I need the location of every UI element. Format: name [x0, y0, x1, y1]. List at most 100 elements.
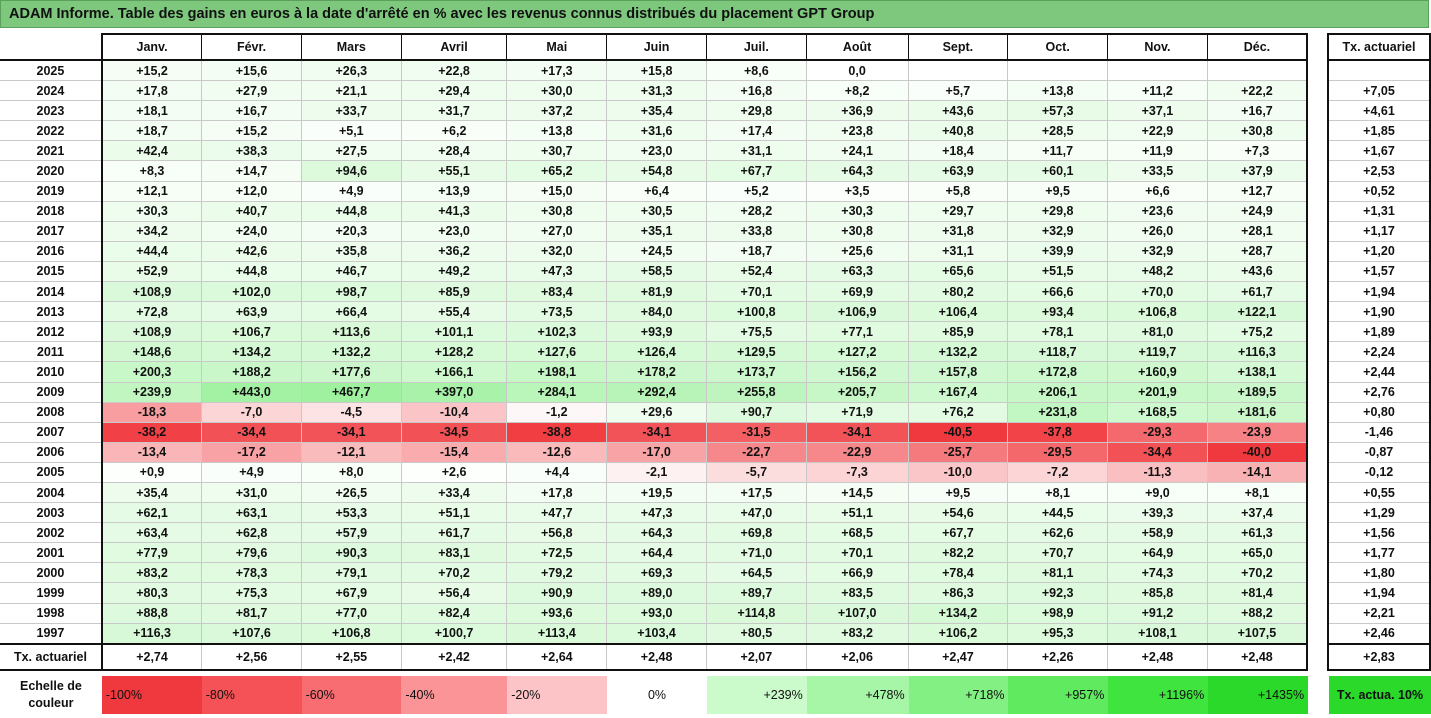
table-row: 2012 +108,9 +106,7 +113,6 +101,1 +102,3 +93,9 +…	[0, 321, 1431, 342]
gap-cell	[1307, 81, 1328, 101]
value-cell: +22,2	[1206, 80, 1309, 101]
year-cell: 2001	[0, 542, 102, 563]
value-cell: +63,1	[201, 502, 302, 523]
gap-cell	[1307, 362, 1328, 382]
value-cell: +20,3	[300, 220, 402, 242]
value-cell: +119,7	[1107, 341, 1208, 362]
value-cell: +134,2	[907, 602, 1008, 624]
value-cell: +26,0	[1107, 220, 1208, 242]
value-cell: +84,0	[606, 301, 707, 322]
value-cell: +157,8	[907, 361, 1008, 382]
rate-cell: +1,89	[1326, 321, 1431, 342]
gap-cell	[1307, 201, 1328, 221]
year-cell: 2000	[0, 562, 102, 583]
value-cell: +206,1	[1007, 381, 1108, 403]
value-cell: +81,0	[1107, 321, 1208, 342]
gap-cell	[1307, 462, 1328, 482]
corner-cell	[0, 34, 102, 61]
value-cell: +71,9	[805, 401, 908, 423]
value-cell: +6,6	[1107, 180, 1208, 202]
value-cell: +42,6	[201, 240, 302, 262]
value-cell: -17,2	[201, 441, 302, 463]
value-cell: +15,8	[606, 59, 707, 81]
year-cell: 2024	[0, 80, 102, 101]
value-cell: +93,0	[606, 602, 707, 624]
value-cell: +39,3	[1107, 502, 1208, 523]
value-cell: +70,7	[1007, 542, 1108, 563]
value-cell: +3,5	[805, 180, 908, 202]
value-cell: -34,4	[1107, 441, 1208, 463]
table-row: 2017 +34,2 +24,0 +20,3 +23,0 +27,0 +35,1 +33,8 +…	[0, 220, 1431, 242]
value-cell: -34,4	[201, 421, 302, 443]
gap-cell	[1307, 442, 1328, 462]
value-cell: +35,4	[606, 100, 707, 121]
value-cell: +292,4	[606, 381, 707, 403]
value-cell: +49,2	[400, 260, 507, 282]
rate-cell: +2,44	[1326, 361, 1431, 382]
scale-swatch: 0%	[607, 676, 707, 714]
rate-cell: -0,87	[1326, 441, 1431, 463]
value-cell: +64,9	[1107, 542, 1208, 563]
value-cell: +67,7	[907, 522, 1008, 543]
table-row: 2007 -38,2 -34,4 -34,1 -34,5 -38,8 -34,1 -31,5-…	[0, 421, 1431, 443]
scale-swatch: -100%	[101, 676, 202, 714]
gap-cell	[1307, 382, 1328, 402]
value-cell: +15,0	[506, 180, 607, 202]
year-cell: 2007	[0, 421, 102, 443]
value-cell: +70,2	[400, 562, 507, 583]
value-cell: -34,1	[300, 421, 402, 443]
value-cell: +56,8	[506, 522, 607, 543]
value-cell: +75,5	[705, 321, 807, 342]
value-cell: +8,1	[1007, 481, 1108, 503]
year-cell: 2004	[0, 481, 102, 503]
value-cell: +28,5	[1007, 120, 1108, 141]
value-cell: +156,2	[805, 361, 908, 382]
table-row: 2022 +18,7 +15,2 +5,1 +6,2 +13,8 +31,6 +17,4 +23…	[0, 120, 1431, 141]
rate-cell: +1,17	[1326, 220, 1431, 242]
value-cell: +27,0	[506, 220, 607, 242]
value-cell: +81,7	[201, 602, 302, 624]
value-cell: +7,3	[1206, 140, 1309, 161]
value-cell: +443,0	[201, 381, 302, 403]
value-cell: +127,2	[805, 341, 908, 362]
value-cell: +106,7	[201, 321, 302, 342]
year-cell: 2010	[0, 361, 102, 382]
gap-cell	[1307, 302, 1328, 322]
year-cell: 2019	[0, 180, 102, 202]
value-cell: +92,3	[1007, 582, 1108, 604]
value-cell: +82,2	[907, 542, 1008, 563]
value-cell: +107,0	[805, 602, 908, 624]
rate-cell: +1,56	[1326, 522, 1431, 543]
value-cell: +18,7	[705, 240, 807, 262]
rate-cell: +1,94	[1326, 582, 1431, 604]
value-cell: +4,9	[300, 180, 402, 202]
value-cell: +178,2	[606, 361, 707, 382]
value-cell: +5,2	[705, 180, 807, 202]
value-cell: -7,2	[1007, 461, 1108, 483]
scale-swatch: +1435%	[1208, 676, 1309, 714]
value-cell: +61,7	[400, 522, 507, 543]
value-cell: +284,1	[506, 381, 607, 403]
value-cell: +40,8	[907, 120, 1008, 141]
rate-cell: +1,90	[1326, 301, 1431, 322]
value-cell: +126,4	[606, 341, 707, 362]
value-cell	[1206, 59, 1309, 81]
gap-cell	[1307, 422, 1328, 442]
gap-cell	[1307, 644, 1328, 670]
value-cell: +47,3	[506, 260, 607, 282]
value-cell: +100,7	[400, 622, 507, 644]
title-bar: ADAM Informe. Table des gains en euros à…	[0, 0, 1429, 28]
value-cell: +28,7	[1206, 240, 1309, 262]
value-cell: +113,6	[300, 321, 402, 342]
gap-cell	[1307, 583, 1328, 603]
gains-table: Janv. Févr. Mars Avril Mai Juin Juil. Août Sept.…	[0, 33, 1431, 671]
value-cell: +16,7	[201, 100, 302, 121]
value-cell: +81,9	[606, 281, 707, 302]
value-cell: +46,7	[300, 260, 402, 282]
value-cell: +106,9	[805, 301, 908, 322]
value-cell: +80,3	[100, 582, 202, 604]
rate-cell: +2,21	[1326, 602, 1431, 624]
rate-cell: +1,57	[1326, 260, 1431, 282]
value-cell: +37,4	[1206, 502, 1309, 523]
value-cell: +31,1	[705, 140, 807, 161]
